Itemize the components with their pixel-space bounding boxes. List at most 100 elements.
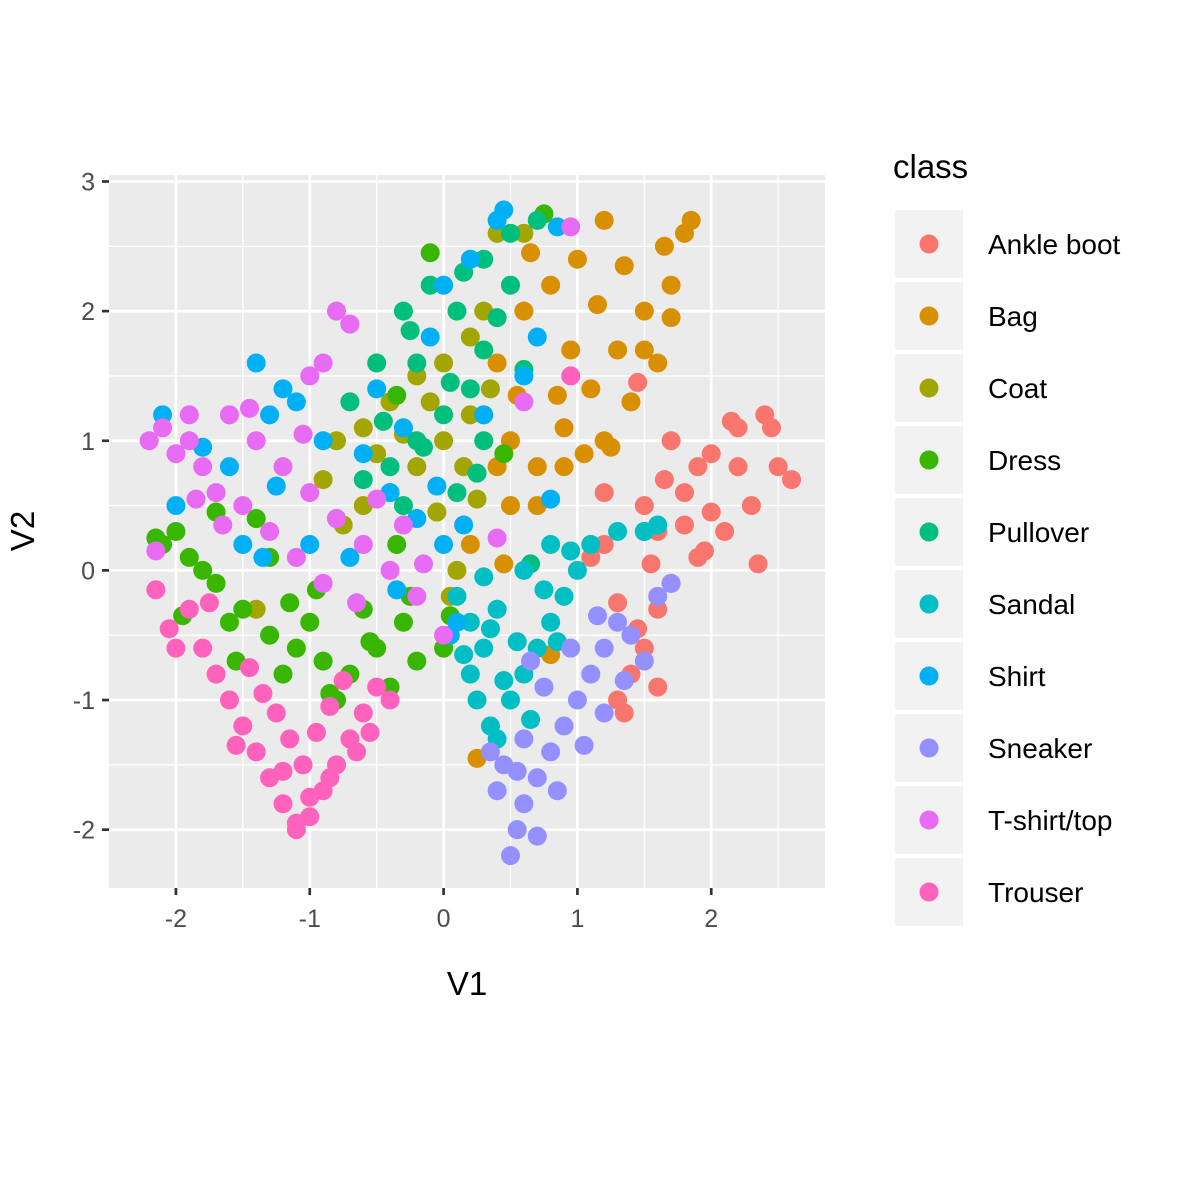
legend-label: Shirt bbox=[988, 661, 1046, 692]
data-point bbox=[574, 735, 594, 755]
data-point bbox=[280, 729, 300, 749]
data-point bbox=[527, 457, 547, 477]
data-point bbox=[467, 690, 487, 710]
data-point bbox=[514, 794, 534, 814]
data-point bbox=[661, 573, 681, 593]
data-point bbox=[313, 573, 333, 593]
data-point bbox=[280, 593, 300, 613]
data-point bbox=[313, 651, 333, 671]
data-point bbox=[721, 411, 741, 431]
data-point bbox=[206, 573, 226, 593]
data-point bbox=[273, 457, 293, 477]
data-point bbox=[273, 379, 293, 399]
data-point bbox=[594, 534, 614, 554]
data-point bbox=[166, 496, 186, 516]
data-point bbox=[527, 210, 547, 230]
data-point bbox=[494, 444, 514, 464]
data-point bbox=[233, 496, 253, 516]
data-point bbox=[567, 560, 587, 580]
data-point bbox=[487, 353, 507, 373]
data-point bbox=[233, 716, 253, 736]
data-point bbox=[541, 742, 561, 762]
series-sneaker bbox=[480, 573, 681, 866]
data-point bbox=[367, 444, 387, 464]
data-point bbox=[193, 638, 213, 658]
data-point bbox=[159, 619, 179, 639]
data-point bbox=[748, 554, 768, 574]
data-point bbox=[313, 431, 333, 451]
data-point bbox=[567, 690, 587, 710]
data-point bbox=[427, 502, 447, 522]
series-trouser bbox=[146, 366, 581, 840]
data-point bbox=[460, 249, 480, 269]
data-point bbox=[166, 638, 186, 658]
data-point bbox=[447, 301, 467, 321]
data-point bbox=[226, 735, 246, 755]
data-point bbox=[313, 470, 333, 490]
data-point bbox=[447, 586, 467, 606]
data-point bbox=[648, 586, 668, 606]
data-point bbox=[327, 431, 347, 451]
data-point bbox=[454, 515, 474, 535]
data-point bbox=[474, 340, 494, 360]
data-point bbox=[567, 249, 587, 269]
data-point bbox=[494, 200, 514, 220]
data-point bbox=[434, 431, 454, 451]
legend-item: Sandal bbox=[895, 570, 1075, 638]
data-point bbox=[608, 522, 628, 541]
data-point bbox=[587, 295, 607, 315]
legend-swatch bbox=[919, 234, 939, 254]
data-point bbox=[360, 722, 380, 742]
data-point bbox=[320, 697, 340, 717]
data-point bbox=[313, 353, 333, 373]
data-point bbox=[427, 476, 447, 496]
data-point bbox=[360, 632, 380, 652]
data-point bbox=[460, 664, 480, 684]
data-point bbox=[701, 502, 721, 522]
series-sandal bbox=[447, 515, 668, 749]
data-point bbox=[400, 321, 420, 341]
data-point bbox=[554, 418, 574, 438]
data-point bbox=[648, 353, 668, 373]
x-axis-ticks: -2 -1 0 1 2 bbox=[165, 888, 718, 933]
data-point bbox=[614, 703, 634, 723]
legend-label: Pullover bbox=[988, 517, 1089, 548]
legend-swatch bbox=[919, 594, 939, 614]
data-point bbox=[206, 483, 226, 503]
data-point bbox=[494, 671, 514, 691]
data-point bbox=[320, 768, 340, 788]
data-point bbox=[179, 405, 199, 425]
data-point bbox=[414, 554, 434, 574]
data-point bbox=[306, 722, 326, 742]
data-point bbox=[260, 625, 280, 645]
data-point bbox=[179, 599, 199, 619]
data-point bbox=[407, 586, 427, 606]
data-point bbox=[474, 567, 494, 587]
data-point bbox=[547, 781, 567, 801]
data-point bbox=[648, 515, 668, 535]
data-point bbox=[541, 534, 561, 554]
data-point bbox=[434, 353, 454, 373]
data-point bbox=[480, 379, 500, 399]
legend-item: Sneaker bbox=[895, 714, 1092, 782]
data-point bbox=[768, 457, 788, 477]
data-point bbox=[474, 638, 494, 658]
y-axis-ticks: -2 -1 0 1 2 3 bbox=[73, 168, 109, 845]
data-point bbox=[514, 223, 534, 243]
data-point bbox=[293, 424, 313, 444]
data-point bbox=[286, 638, 306, 658]
x-tick-label: -1 bbox=[299, 905, 321, 933]
legend-item: Dress bbox=[895, 426, 1061, 494]
data-point bbox=[460, 379, 480, 399]
data-point bbox=[286, 547, 306, 567]
data-point bbox=[420, 243, 440, 263]
data-point bbox=[608, 593, 628, 613]
y-tick-label: 1 bbox=[81, 428, 95, 456]
legend-item: Trouser bbox=[895, 858, 1083, 926]
data-point bbox=[474, 249, 494, 269]
data-point bbox=[554, 457, 574, 477]
data-point bbox=[193, 560, 213, 580]
data-point bbox=[681, 210, 701, 230]
legend-label: Coat bbox=[988, 373, 1047, 404]
data-point bbox=[199, 593, 219, 613]
